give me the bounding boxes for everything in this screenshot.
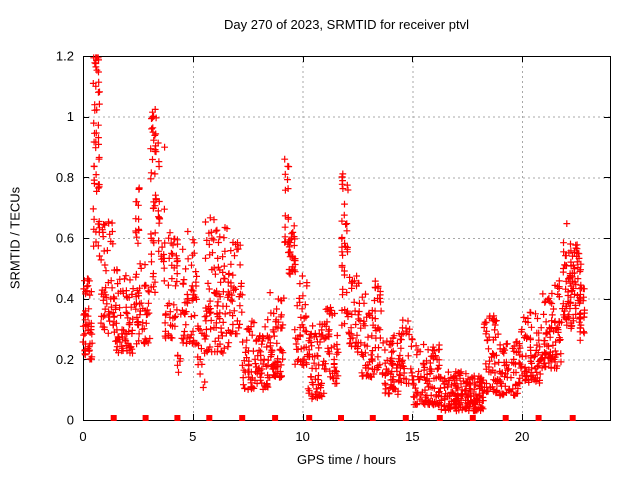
zero-marker-square [174,415,181,421]
x-tick-label: 5 [189,429,196,444]
x-tick-label: 10 [295,429,309,444]
zero-marker-square [306,415,313,421]
zero-marker-square [369,415,376,421]
y-tick-label: 0.8 [56,170,74,185]
zero-marker-square [436,415,443,421]
chart-title: Day 270 of 2023, SRMTID for receiver ptv… [224,17,469,32]
zero-marker-square [469,415,476,421]
y-tick-label: 0.2 [56,352,74,367]
x-tick-label: 0 [79,429,86,444]
zero-marker-square [535,415,542,421]
zero-marker-square [272,415,279,421]
y-tick-label: 1 [67,109,74,124]
tick-marks [83,56,610,421]
y-tick-label: 0.4 [56,291,74,306]
x-tick-label: 15 [405,429,419,444]
tick-labels: 0 5 10 15 20 0 0.2 0.4 0.6 0.8 1 1.2 [56,49,529,445]
zero-marker-square [402,415,409,421]
zero-marker-square [569,415,576,421]
y-tick-label: 1.2 [56,49,74,64]
y-tick-label: 0.6 [56,231,74,246]
gridlines [83,56,610,420]
scatter-points [79,54,588,415]
x-axis-label: GPS time / hours [297,452,396,467]
x-tick-label: 20 [515,429,529,444]
zero-marker-square [142,415,149,421]
y-tick-label: 0 [67,413,74,428]
zero-marker-square [110,415,117,421]
zero-marker-square [502,415,509,421]
zero-markers [110,415,576,421]
zero-marker-square [239,415,246,421]
zero-marker-square [338,415,344,421]
zero-marker-square [206,415,213,421]
